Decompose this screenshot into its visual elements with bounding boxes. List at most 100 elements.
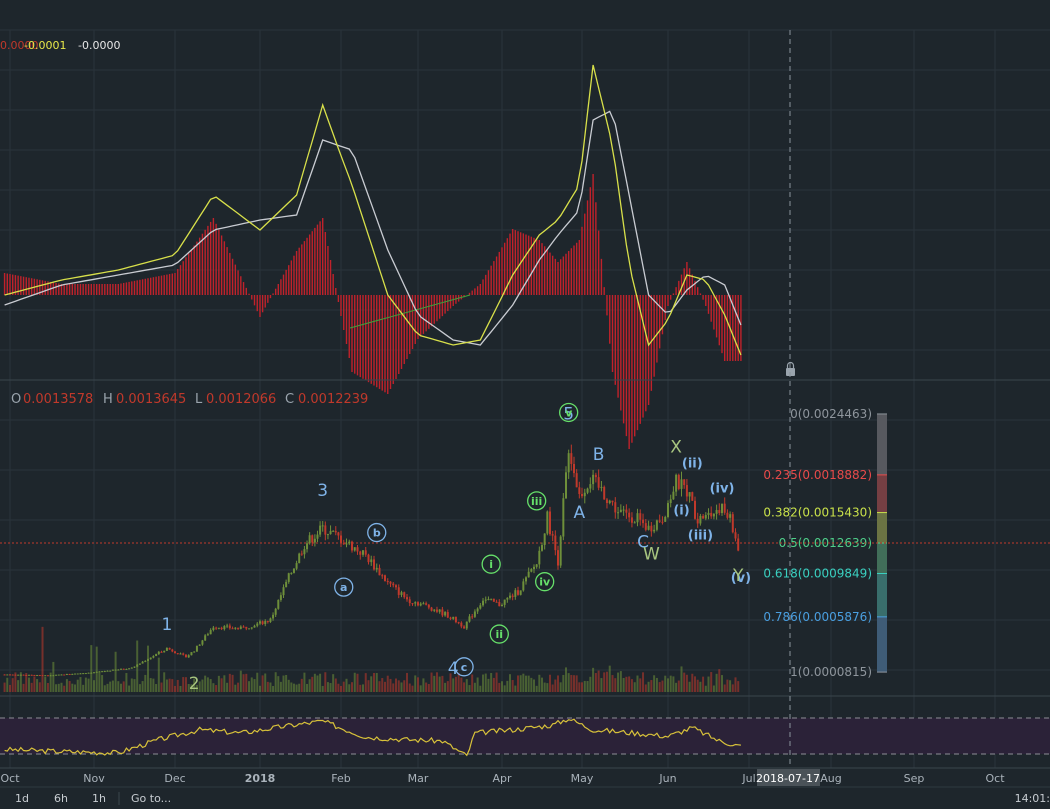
volume-bar <box>527 675 530 692</box>
volume-bar <box>694 676 696 692</box>
candle-body <box>688 492 691 497</box>
volume-bar <box>468 685 471 692</box>
volume-bar <box>184 677 187 692</box>
volume-bar <box>300 678 303 692</box>
interval-6h-button[interactable]: 6h <box>54 792 68 805</box>
time-axis[interactable]: Oct Nov Dec 2018 Feb Mar Apr May Jun Jul Aug Sep Oct… <box>0 767 1050 786</box>
volume-bar <box>600 678 603 692</box>
macd-value-1: 0.0000 <box>0 39 39 52</box>
candle-body <box>6 674 9 676</box>
candle-body <box>84 673 87 675</box>
candle-body <box>334 530 337 533</box>
volume-bar <box>669 675 672 692</box>
candle-body <box>567 453 570 473</box>
price-pane[interactable]: O 0.0013578 H 0.0013645 L 0.0012066 C 0.… <box>0 392 1050 694</box>
candle-body <box>25 674 28 676</box>
volume-bar <box>389 678 392 692</box>
volume-bar <box>734 677 737 692</box>
candle-body <box>279 595 282 600</box>
macd-pane[interactable]: 0.0000 -0.0001 -0.0000 <box>0 39 742 449</box>
volume-bar <box>650 680 653 692</box>
candle-body <box>98 671 101 673</box>
wave-label: 1 <box>161 615 172 635</box>
volume-bar <box>190 684 193 692</box>
candle-body <box>710 512 713 517</box>
candle-body <box>90 672 93 674</box>
volume-bar <box>471 674 474 692</box>
macd-trendline <box>349 294 471 329</box>
volume-bar <box>583 680 586 692</box>
candle-body <box>266 621 269 623</box>
fibonacci-retracement[interactable]: 0(0.0024463) 0.235(0.0018882) 0.382(0.0015… <box>0 407 1050 679</box>
volume-bar <box>160 682 163 692</box>
candle-body <box>340 535 342 544</box>
candle-body <box>575 473 578 488</box>
candle-body <box>209 630 212 635</box>
volume-bar <box>680 666 683 692</box>
candle-body <box>149 657 152 660</box>
candle-body <box>664 517 667 522</box>
volume-bar <box>511 680 514 692</box>
volume-bar <box>718 669 721 692</box>
volume-bar <box>149 678 152 692</box>
volume-bar <box>444 682 447 692</box>
candle-body <box>46 675 49 677</box>
volume-bar <box>617 672 620 692</box>
candle-body <box>525 577 527 582</box>
volume-bar <box>712 685 715 692</box>
volume-bar <box>400 682 403 692</box>
candle-body <box>655 520 658 530</box>
candle-body <box>184 654 187 658</box>
candle-body <box>223 626 226 630</box>
candle-body <box>215 627 218 629</box>
clock-label: 14:01: <box>1015 792 1050 805</box>
volume-bar <box>630 679 633 692</box>
volume-bar <box>212 683 215 692</box>
volume-bar <box>226 682 229 692</box>
candle-body <box>256 623 259 626</box>
volume-bar <box>364 673 367 692</box>
interval-1h-button[interactable]: 1h <box>92 792 106 805</box>
volume-bar <box>573 675 575 692</box>
volume-bar <box>17 680 20 692</box>
volume-bar <box>141 681 144 692</box>
candle-body <box>329 530 332 535</box>
volume-bar <box>242 674 245 692</box>
time-tick-label: May <box>571 772 594 785</box>
candle-body <box>60 674 63 676</box>
volume-bar <box>492 677 495 692</box>
fib-zone <box>877 616 887 673</box>
goto-date-button[interactable]: Go to... <box>131 792 171 805</box>
wave-label: 4 <box>448 659 459 679</box>
candle-body <box>212 627 215 631</box>
candle-body <box>633 522 636 524</box>
volume-bar <box>279 681 282 692</box>
volume-bar <box>259 685 261 692</box>
candle-body <box>198 644 201 646</box>
volume-bar <box>237 682 240 692</box>
volume-bar <box>549 674 551 692</box>
candle-body <box>647 525 650 530</box>
candle-body <box>712 513 715 517</box>
candle-body <box>495 601 498 603</box>
wave-label: W <box>643 544 660 564</box>
volume-bar <box>182 677 185 692</box>
volume-bar <box>303 672 306 692</box>
candle-body <box>427 604 430 608</box>
elliott-wave-labels[interactable]: 12345abciiiiiiivvABCWX(i)(ii)(iii)(iv)(v… <box>161 402 751 694</box>
candle-body <box>731 514 734 533</box>
volume-bar <box>277 676 280 692</box>
candle-body <box>422 603 425 605</box>
fib-level-label: 0.618(0.0009849) <box>763 566 872 580</box>
candle-body <box>559 536 562 566</box>
time-tick-label: Nov <box>83 772 105 785</box>
candle-body <box>425 603 428 605</box>
volume-bar <box>446 681 449 692</box>
candle-body <box>109 670 112 672</box>
rsi-pane[interactable] <box>0 717 1050 757</box>
candle-body <box>549 511 551 535</box>
interval-1d-button[interactable]: 1d <box>15 792 29 805</box>
volume-bar <box>653 675 656 692</box>
candle-body <box>479 605 482 609</box>
